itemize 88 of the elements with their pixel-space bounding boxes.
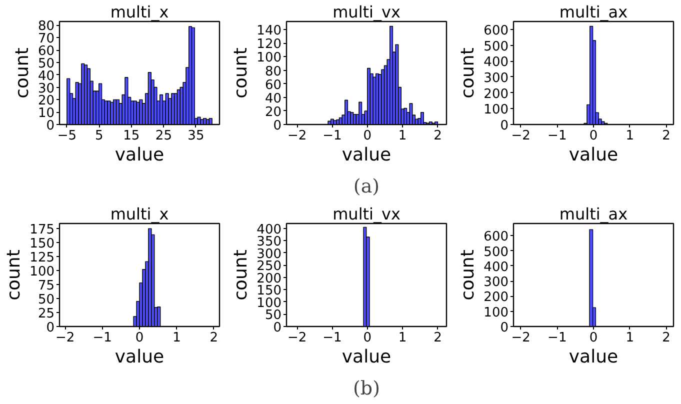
- x-tick-label: 0: [589, 330, 598, 346]
- y-tick-label: 500: [484, 244, 509, 260]
- x-tick-label: −2: [56, 330, 75, 346]
- y-tick-label: 25: [38, 306, 55, 322]
- y-tick-label: 175: [30, 222, 55, 238]
- x-tick-label: 5: [95, 128, 104, 144]
- y-tick-label: 400: [484, 260, 509, 275]
- y-tick-label: 100: [484, 305, 509, 320]
- x-tick-label: 1: [398, 128, 407, 144]
- x-tick-label: −5: [57, 128, 77, 144]
- y-tick-label: 600: [484, 230, 509, 245]
- x-tick-label: −1: [548, 330, 567, 346]
- y-tick-label: 300: [484, 275, 509, 290]
- y-axis-title: count: [230, 48, 252, 98]
- y-axis-title: count: [458, 250, 479, 300]
- chart-title: multi_x: [110, 2, 169, 22]
- y-tick-label: 120: [256, 37, 282, 52]
- text: (b): [353, 378, 380, 400]
- y-axis-title: count: [12, 48, 33, 98]
- chart-title: multi_vx: [332, 204, 400, 224]
- y-tick-label: 50: [264, 308, 282, 324]
- x-tick-label: 0: [589, 128, 598, 144]
- y-tick-label: 80: [38, 19, 55, 34]
- y-tick-label: 40: [38, 68, 55, 84]
- x-tick-label: 2: [434, 128, 442, 144]
- x-axis-title: value: [568, 346, 618, 368]
- x-tick-label: −1: [92, 330, 112, 346]
- y-tick-label: 150: [30, 236, 55, 252]
- x-tick-label: 0: [135, 330, 144, 346]
- x-axis-title: value: [342, 144, 392, 166]
- x-tick-label: 1: [626, 330, 634, 346]
- y-tick-label: 100: [30, 264, 55, 280]
- x-tick-label: −2: [287, 330, 307, 346]
- x-tick-label: −2: [511, 330, 530, 346]
- x-tick-label: 1: [172, 330, 181, 346]
- y-axis-title: count: [4, 250, 25, 300]
- y-tick-label: 20: [38, 94, 55, 109]
- y-tick-label: 0: [500, 118, 509, 134]
- chart-title: multi_ax: [559, 2, 628, 22]
- x-tick-label: 25: [155, 128, 172, 144]
- x-tick-label: 15: [123, 128, 140, 144]
- x-tick-label: 1: [398, 330, 407, 346]
- x-tick-label: 2: [434, 330, 442, 346]
- x-tick-label: −2: [511, 128, 530, 144]
- y-tick-label: 0: [46, 118, 55, 134]
- y-tick-label: 20: [264, 104, 282, 120]
- y-axis-title: count: [230, 250, 252, 300]
- x-tick-label: −2: [287, 128, 307, 144]
- x-tick-label: 2: [662, 330, 670, 346]
- x-tick-label: −1: [322, 128, 342, 144]
- x-tick-label: 2: [662, 128, 670, 144]
- y-tick-label: 0: [273, 320, 282, 336]
- chart-title: multi_ax: [559, 204, 628, 224]
- y-tick-label: 0: [46, 320, 55, 336]
- y-axis-title: count: [458, 48, 479, 98]
- y-tick-label: 200: [484, 86, 509, 102]
- x-axis-title: value: [342, 346, 392, 368]
- y-tick-label: 125: [30, 250, 55, 266]
- x-axis-title: value: [568, 144, 618, 166]
- x-tick-label: 0: [363, 128, 372, 144]
- y-tick-label: 100: [256, 50, 282, 66]
- x-tick-label: 1: [626, 128, 634, 144]
- x-tick-label: −1: [322, 330, 342, 346]
- y-tick-label: 80: [264, 64, 282, 80]
- y-tick-label: 40: [264, 91, 282, 106]
- y-tick-label: 500: [484, 39, 509, 54]
- y-tick-label: 200: [256, 271, 282, 286]
- y-tick-label: 100: [484, 102, 509, 118]
- y-tick-label: 140: [256, 24, 282, 39]
- y-tick-label: 600: [484, 23, 509, 38]
- x-axis-title: value: [114, 144, 164, 166]
- chart-title: multi_x: [110, 204, 169, 224]
- y-tick-label: 200: [484, 290, 509, 306]
- y-tick-label: 0: [273, 118, 282, 134]
- y-tick-label: 50: [38, 292, 55, 308]
- y-tick-label: 0: [500, 320, 509, 336]
- chart-title: multi_vx: [332, 2, 400, 22]
- text: (a): [353, 176, 380, 198]
- x-tick-label: −1: [548, 128, 567, 144]
- x-tick-label: 0: [363, 330, 372, 346]
- y-tick-label: 60: [264, 78, 282, 93]
- y-tick-label: 10: [38, 106, 55, 122]
- y-tick-label: 75: [38, 278, 55, 294]
- y-tick-label: 300: [484, 70, 509, 86]
- x-tick-label: 35: [188, 128, 204, 144]
- x-axis-title: value: [114, 346, 164, 368]
- x-tick-label: 2: [210, 330, 218, 346]
- y-tick-label: 400: [484, 55, 509, 70]
